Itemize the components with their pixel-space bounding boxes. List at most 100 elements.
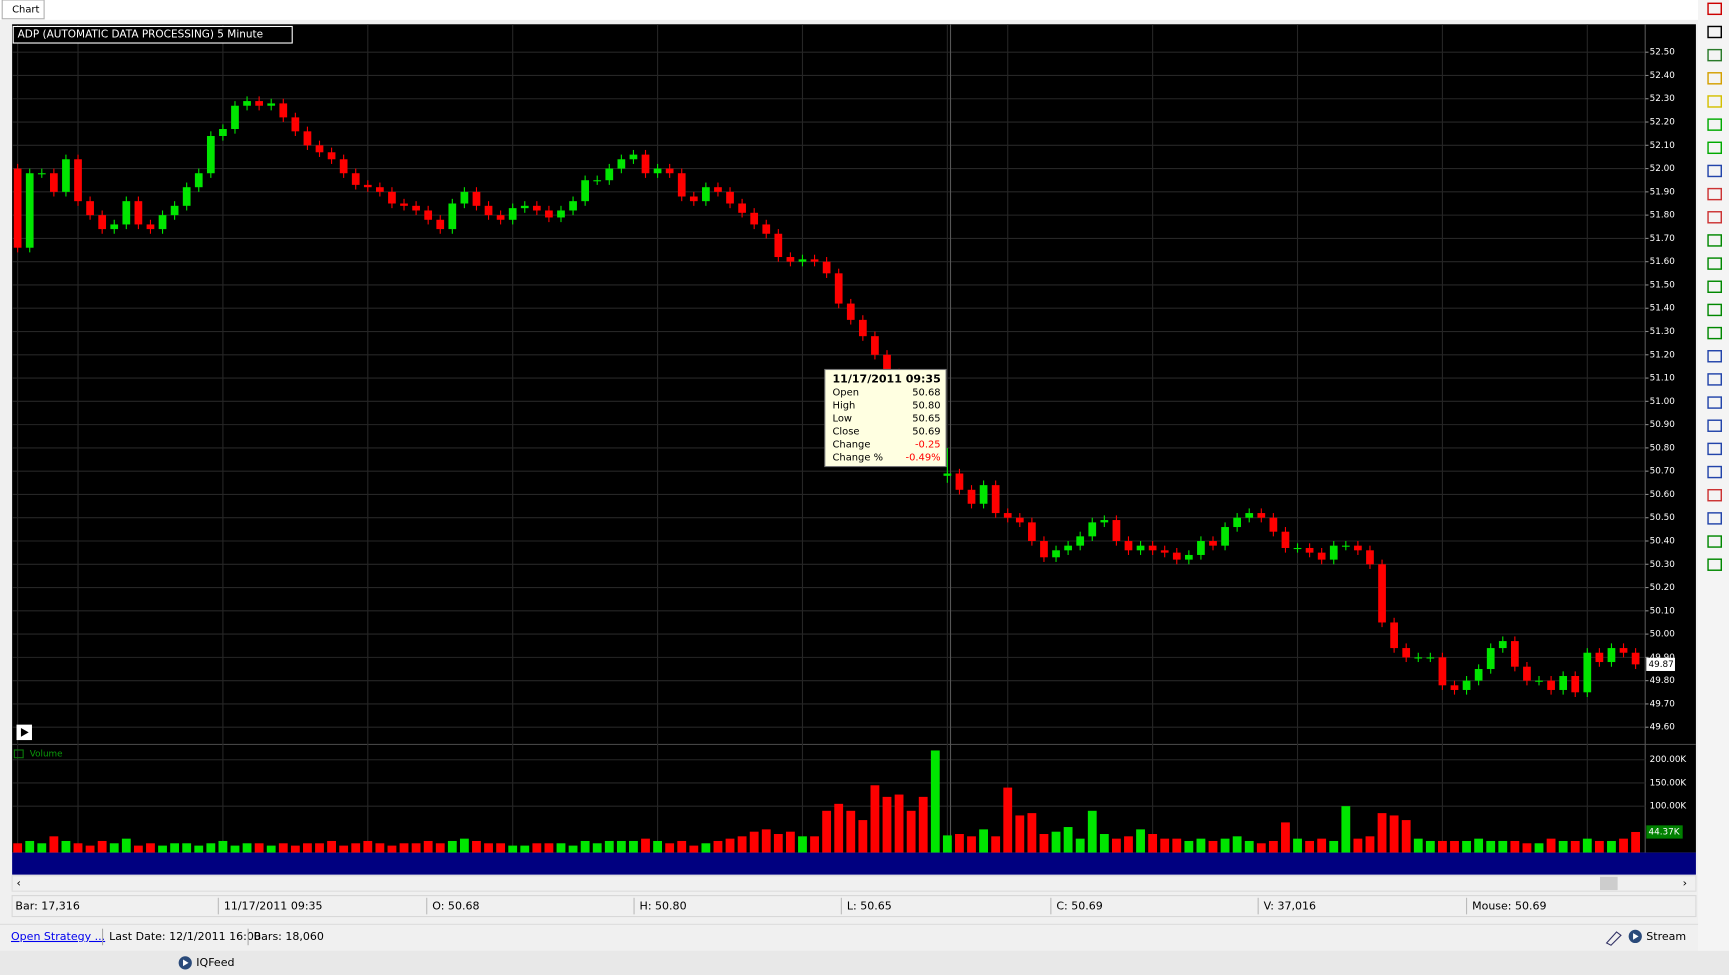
stream-icon-arrow xyxy=(1633,933,1639,940)
tab-label[interactable]: Chart xyxy=(12,4,39,15)
volume-bar xyxy=(1111,838,1121,853)
stream-button[interactable]: Stream xyxy=(1646,930,1686,943)
scroll-thumb[interactable] xyxy=(1599,876,1618,891)
volume-bar xyxy=(1051,831,1061,853)
tool-button[interactable] xyxy=(1707,419,1722,432)
volume-bar xyxy=(930,750,940,853)
tool-button[interactable] xyxy=(1707,465,1722,479)
volume-bar xyxy=(689,845,699,853)
candle-body xyxy=(508,208,517,220)
tab[interactable] xyxy=(1,0,45,20)
status-item: Bar: 17,316 xyxy=(15,900,79,913)
candle-body xyxy=(991,485,1000,514)
candle-body xyxy=(1221,527,1229,546)
volume-bar xyxy=(520,845,530,853)
volume-bar xyxy=(846,810,856,853)
volume-bar xyxy=(266,845,276,853)
candle-body xyxy=(363,184,372,188)
candle-body xyxy=(1028,522,1036,541)
candle-body xyxy=(1523,666,1531,681)
tooltip-field: Change xyxy=(833,440,871,451)
tool-button[interactable] xyxy=(1707,512,1722,525)
tool-button[interactable] xyxy=(1707,257,1722,270)
candle-body xyxy=(279,103,288,118)
tool-button[interactable] xyxy=(1707,234,1722,247)
status-item: V: 37,016 xyxy=(1264,900,1316,913)
tool-button[interactable] xyxy=(1707,2,1722,16)
candle-body xyxy=(677,173,686,197)
open-strategy-link[interactable]: Open Strategy ... xyxy=(11,930,105,943)
volume-bar xyxy=(339,845,349,853)
tool-button[interactable] xyxy=(1707,95,1722,108)
tool-button[interactable] xyxy=(1707,187,1722,201)
y-tick-label: 50.50 xyxy=(1650,513,1676,523)
candle-body xyxy=(182,187,191,206)
candle-body xyxy=(871,336,879,355)
tool-button[interactable] xyxy=(1707,373,1722,386)
status-item: H: 50.80 xyxy=(640,900,687,913)
tab-strip xyxy=(0,0,1699,20)
tool-button[interactable] xyxy=(1707,25,1722,39)
y-tick-label: 50.00 xyxy=(1650,630,1676,640)
tool-button[interactable] xyxy=(1707,350,1722,363)
volume-bar xyxy=(918,796,928,853)
tooltip-value: 50.68 xyxy=(912,388,940,399)
tool-button[interactable] xyxy=(1707,326,1722,340)
tool-button[interactable] xyxy=(1707,535,1722,548)
candle-body xyxy=(1329,545,1338,560)
candle-body xyxy=(1088,522,1097,537)
tool-button[interactable] xyxy=(1707,48,1722,62)
volume-bar xyxy=(327,840,336,853)
volume-bar xyxy=(1015,815,1025,853)
tool-button[interactable] xyxy=(1707,558,1722,571)
tool-button[interactable] xyxy=(1707,141,1722,155)
candle-body xyxy=(641,154,650,174)
volume-bar xyxy=(592,843,602,853)
candle-body xyxy=(955,473,964,490)
tool-button[interactable] xyxy=(1707,118,1722,131)
scrollbar[interactable] xyxy=(11,875,1697,892)
candle-body xyxy=(1209,540,1217,546)
candle-body xyxy=(1474,669,1483,681)
volume-bar xyxy=(1027,813,1037,853)
volume-bar xyxy=(1220,838,1230,853)
volume-bar xyxy=(894,794,904,853)
candle-body xyxy=(786,257,795,262)
volume-bar xyxy=(375,843,385,853)
y-tick-label: 51.80 xyxy=(1650,211,1676,221)
volume-bar xyxy=(1063,827,1073,853)
candle-body xyxy=(1052,550,1060,558)
candle-body xyxy=(1341,545,1350,547)
candle-body xyxy=(1184,554,1193,560)
candle-body xyxy=(267,103,276,106)
link-icon[interactable] xyxy=(1605,931,1622,946)
tool-button[interactable] xyxy=(1707,488,1722,502)
candle-body xyxy=(1486,648,1495,670)
tool-button[interactable] xyxy=(1707,164,1722,178)
scroll-left[interactable]: ‹ xyxy=(17,876,21,889)
volume-bar xyxy=(1401,820,1411,853)
volume-bar xyxy=(701,843,711,853)
tool-button[interactable] xyxy=(1707,280,1722,293)
volume-bar xyxy=(351,843,361,853)
candle-body xyxy=(967,489,976,504)
tool-button[interactable] xyxy=(1707,303,1722,317)
volume-bar xyxy=(810,836,819,853)
volume-bar xyxy=(713,840,723,853)
volume-bar xyxy=(423,840,433,853)
tool-button[interactable] xyxy=(1707,211,1722,224)
status-item: 11/17/2011 09:35 xyxy=(224,900,323,913)
status-item: O: 50.68 xyxy=(432,900,479,913)
candle-body xyxy=(388,191,396,204)
tool-button[interactable] xyxy=(1707,72,1722,85)
y-tick-label: 51.30 xyxy=(1650,327,1676,337)
candle-body xyxy=(1547,680,1555,690)
scroll-right[interactable]: › xyxy=(1683,876,1687,889)
y-tick-label: 51.20 xyxy=(1650,350,1676,360)
candle-body xyxy=(1281,531,1290,548)
volume-bar xyxy=(1341,806,1351,853)
tool-button[interactable] xyxy=(1707,396,1722,409)
candle-body xyxy=(702,187,710,202)
candle-body xyxy=(351,173,360,185)
tool-button[interactable] xyxy=(1707,442,1722,456)
